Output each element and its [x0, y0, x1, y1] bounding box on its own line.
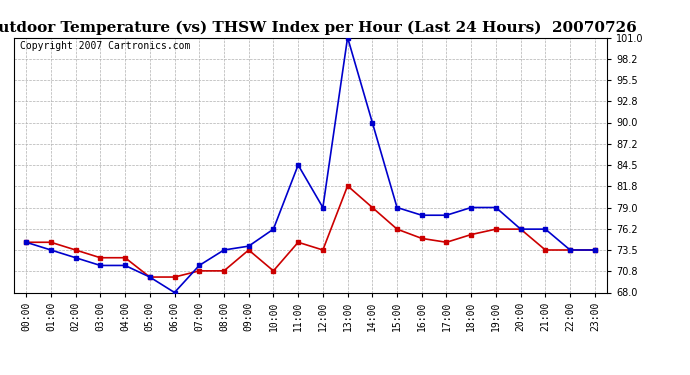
- Title: Outdoor Temperature (vs) THSW Index per Hour (Last 24 Hours)  20070726: Outdoor Temperature (vs) THSW Index per …: [0, 21, 636, 35]
- Text: Copyright 2007 Cartronics.com: Copyright 2007 Cartronics.com: [20, 41, 190, 51]
